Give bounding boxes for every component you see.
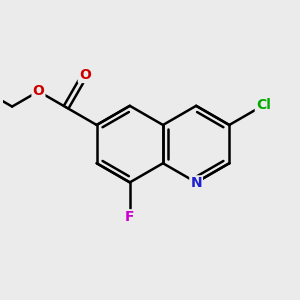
Text: Cl: Cl xyxy=(256,98,271,112)
Text: N: N xyxy=(190,176,202,190)
Text: O: O xyxy=(79,68,91,82)
Text: F: F xyxy=(125,210,135,224)
Text: O: O xyxy=(32,84,44,98)
